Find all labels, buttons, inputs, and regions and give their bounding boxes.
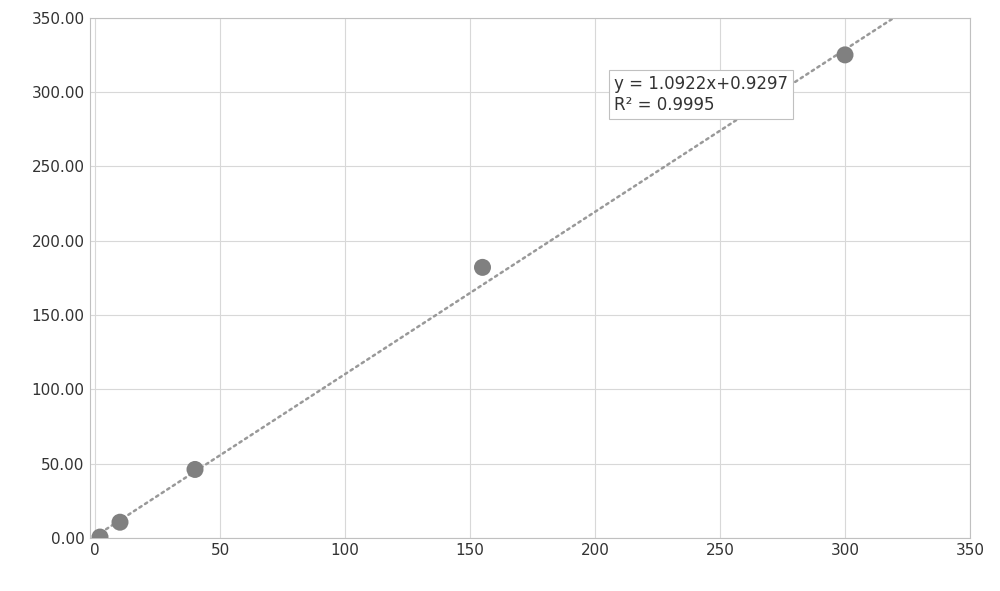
- Point: [837, 50, 853, 60]
- Point: [474, 262, 490, 272]
- Text: y = 1.0922x+0.9297
R² = 0.9995: y = 1.0922x+0.9297 R² = 0.9995: [614, 75, 788, 113]
- Point: [112, 518, 128, 527]
- Point: [92, 532, 108, 542]
- Point: [187, 465, 203, 474]
